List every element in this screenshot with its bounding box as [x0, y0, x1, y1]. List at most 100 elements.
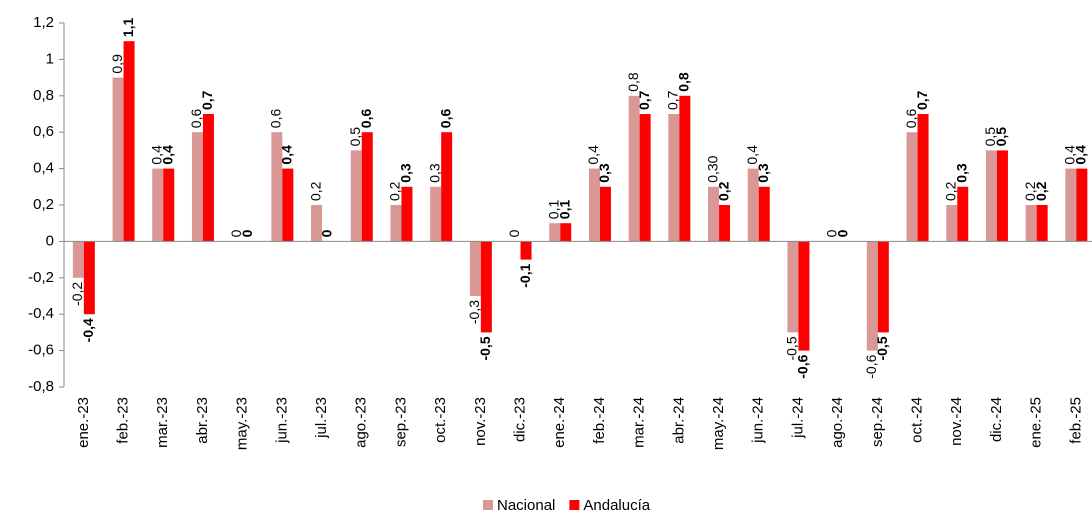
data-label: 0,6	[358, 109, 374, 129]
bar	[866, 241, 878, 351]
bar	[72, 241, 84, 278]
y-tick-label: -0,4	[28, 305, 54, 322]
data-label: 0,4	[744, 145, 760, 165]
data-label: 0,6	[903, 109, 919, 129]
x-tick-label: jun.-23	[273, 397, 290, 444]
y-tick-label: -0,2	[28, 269, 54, 286]
bar	[350, 150, 362, 242]
bar	[679, 95, 691, 242]
x-tick-label: abr.-24	[670, 397, 687, 444]
data-label: 0,4	[585, 145, 601, 165]
data-label: 0,7	[636, 90, 652, 110]
bar	[469, 241, 481, 296]
data-label: 0	[318, 229, 334, 237]
bar	[282, 168, 294, 242]
x-tick-label: mar.-24	[631, 397, 648, 448]
bar	[361, 132, 373, 242]
data-label: 0,6	[188, 109, 204, 129]
legend-swatch	[569, 500, 580, 510]
data-label: 0,9	[109, 54, 125, 74]
data-label: 0,1	[556, 200, 572, 220]
x-tick-label: may.-23	[234, 397, 251, 450]
data-label: 0,3	[426, 163, 442, 183]
data-label: 0,8	[625, 72, 641, 92]
bar	[311, 205, 323, 242]
bar	[271, 132, 283, 242]
data-label: 0,8	[676, 72, 692, 92]
data-label: -0,2	[69, 282, 85, 306]
y-tick-label: 0	[46, 232, 54, 249]
data-label: 0,2	[942, 181, 958, 201]
bar	[996, 150, 1008, 242]
data-label: 0,4	[1073, 145, 1089, 165]
x-tick-label: jul.-23	[313, 397, 330, 439]
bar	[588, 168, 600, 242]
bar	[390, 205, 402, 242]
bar	[877, 241, 889, 333]
y-tick-label: -0,6	[28, 342, 54, 359]
bar	[123, 41, 135, 242]
y-tick-label: 0,2	[33, 196, 54, 213]
data-label: 0,6	[437, 109, 453, 129]
bar	[719, 205, 731, 242]
data-label: 0,7	[665, 90, 681, 110]
x-tick-label: sep.-23	[392, 397, 409, 447]
data-label: -0,6	[863, 354, 879, 378]
legend-label: Andalucía	[583, 497, 650, 514]
bar	[1065, 168, 1077, 242]
y-tick-label: 0,4	[33, 160, 54, 177]
x-tick-label: ene.-23	[75, 397, 92, 448]
data-label: -0,1	[517, 263, 533, 287]
x-tick-label: ago.-23	[353, 397, 370, 448]
data-label: 0	[239, 229, 255, 237]
data-label: 0,2	[715, 181, 731, 201]
bar	[985, 150, 997, 242]
bar	[202, 114, 214, 242]
x-tick-label: oct.-23	[432, 397, 449, 443]
x-tick-label: dic.-24	[988, 397, 1005, 442]
data-label: 0,3	[596, 163, 612, 183]
data-label: 0,3	[398, 163, 414, 183]
bar	[112, 77, 124, 242]
bar	[946, 205, 958, 242]
x-tick-label: mar.-23	[154, 397, 171, 448]
bar	[708, 186, 720, 242]
data-label: 0,5	[982, 127, 998, 147]
data-label: 0,30	[704, 155, 720, 182]
bar	[480, 241, 492, 333]
legend-label: Nacional	[497, 497, 555, 514]
data-label: -0,5	[874, 336, 890, 360]
bar	[549, 223, 561, 242]
data-label: 0,2	[1033, 181, 1049, 201]
x-tick-label: nov.-23	[472, 397, 489, 446]
data-label: 0,2	[387, 181, 403, 201]
data-label: 0	[506, 229, 522, 237]
bar	[747, 168, 759, 242]
bar	[798, 241, 810, 351]
bar	[628, 95, 640, 242]
bar	[401, 186, 413, 242]
data-label: 0,3	[953, 163, 969, 183]
bar	[906, 132, 918, 242]
data-label: 0,7	[199, 90, 215, 110]
y-tick-label: 1,2	[33, 14, 54, 31]
data-label: 0,4	[279, 145, 295, 165]
data-label: 0,1	[545, 200, 561, 220]
x-tick-label: ago.-24	[829, 397, 846, 448]
bar	[917, 114, 929, 242]
legend-swatch	[483, 500, 493, 510]
bar	[1036, 205, 1048, 242]
data-label: -0,6	[795, 354, 811, 378]
x-tick-label: may.-24	[710, 397, 727, 450]
data-label: 0,5	[347, 127, 363, 147]
data-label: 0,3	[755, 163, 771, 183]
x-tick-label: jul.-24	[789, 397, 806, 439]
x-tick-label: nov.-24	[948, 397, 965, 446]
data-label: 0,6	[268, 109, 284, 129]
bar	[668, 114, 680, 242]
data-label: 0	[823, 229, 839, 237]
data-label: 0,4	[159, 145, 175, 165]
bar	[83, 241, 95, 315]
data-label: 0,7	[914, 90, 930, 110]
data-label: -0,3	[466, 300, 482, 324]
